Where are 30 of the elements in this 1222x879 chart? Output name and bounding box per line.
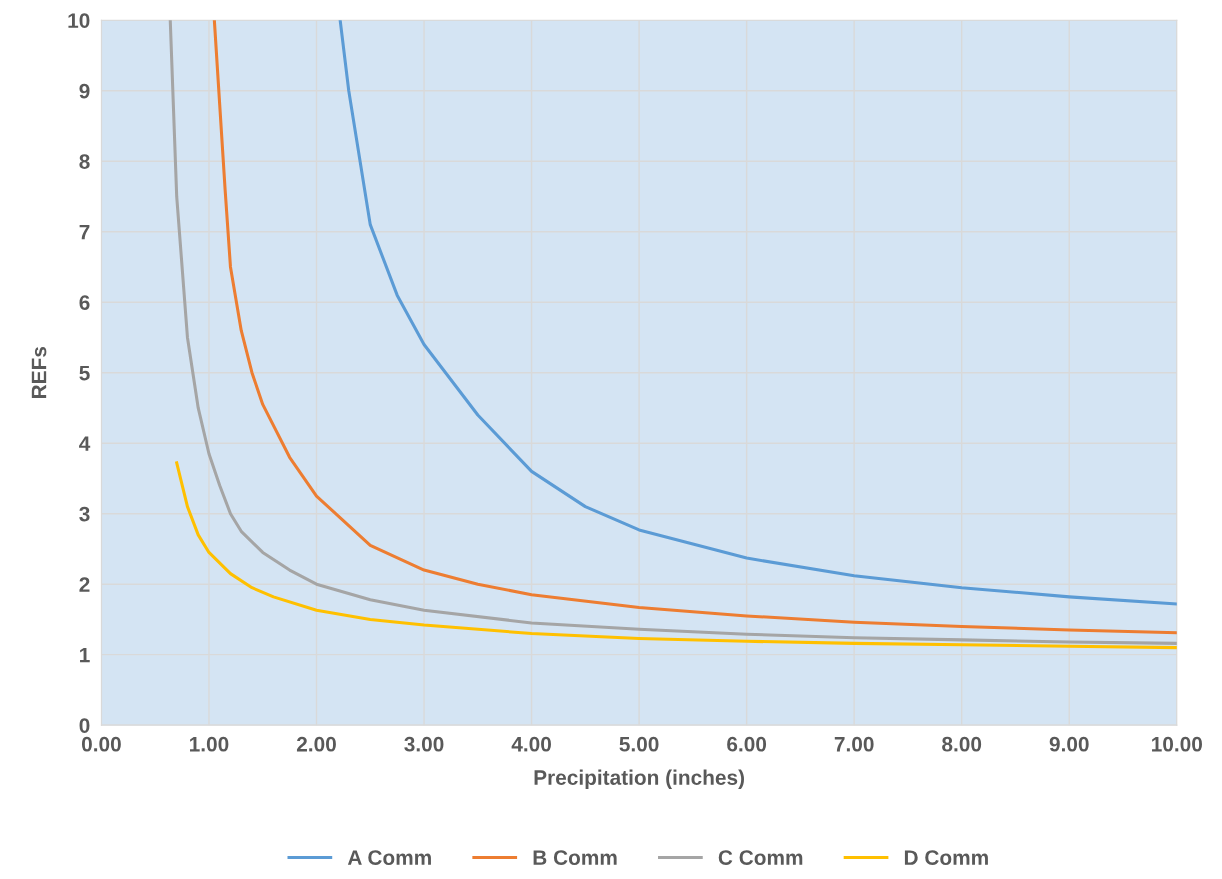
y-tick-label: 4 xyxy=(79,436,91,451)
line-series xyxy=(175,461,1177,650)
x-tick-label: 10.00 xyxy=(1152,736,1202,752)
x-tick-label: 4.00 xyxy=(511,736,551,752)
y-tick-label: 9 xyxy=(79,83,90,99)
y-tick-label: 1 xyxy=(80,647,90,663)
line-series xyxy=(338,20,1177,606)
x-tick-label: 7.00 xyxy=(834,736,874,752)
y-tick-label: 3 xyxy=(79,506,90,522)
x-tick-label: 9.00 xyxy=(1049,736,1089,752)
y-tick-label: 5 xyxy=(79,365,90,381)
legend-label: D Comm xyxy=(904,850,988,865)
legend-label: B Comm xyxy=(533,850,617,865)
y-tick-label: 6 xyxy=(79,295,90,310)
y-tick-label: 2 xyxy=(79,577,90,592)
x-tick-label: 5.00 xyxy=(619,736,659,752)
x-tick-label: 1.00 xyxy=(190,736,229,752)
x-axis-title: Precipitation (inches) xyxy=(534,769,744,790)
x-tick-label: 6.00 xyxy=(727,736,767,752)
x-tick-label: 0.00 xyxy=(81,736,121,752)
legend-label: C Comm xyxy=(718,850,803,865)
x-tick-label: 8.00 xyxy=(942,736,982,752)
y-tick-label: 10 xyxy=(68,13,90,28)
x-tick-label: 2.00 xyxy=(296,736,336,752)
y-tick-label: 8 xyxy=(79,154,90,169)
legend-label: A Comm xyxy=(347,850,431,865)
y-axis-title: REFs xyxy=(31,346,47,398)
y-tick-label: 7 xyxy=(79,224,90,240)
x-tick-label: 3.00 xyxy=(404,736,444,752)
y-tick-label: 0 xyxy=(79,718,90,733)
